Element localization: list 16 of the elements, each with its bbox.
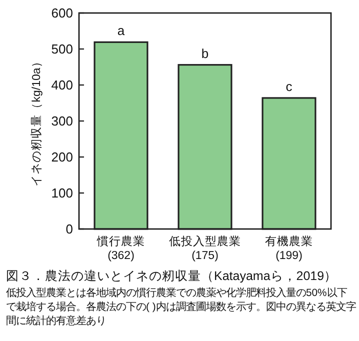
y-tick-label: 0	[66, 222, 73, 236]
x-tick-label: 慣行農業 (362)	[96, 235, 145, 262]
annotation: a	[117, 23, 126, 38]
y-tick-label: 400	[51, 78, 73, 92]
y-tick-label: 100	[51, 186, 73, 200]
y-tick-label: 200	[51, 150, 73, 164]
x-tick-label: 低投入型農業 (175)	[169, 234, 241, 262]
text: 図３．農法の違いとイネの籾収量（Katayamaら，2019）	[6, 268, 338, 285]
y-tick-label: 600	[51, 6, 73, 20]
text: 低投入型農業とは各地域内の慣行農業での農薬や化学肥料投入量の50%以下で栽培する場合。各農法の下の( )内は調査圃場数を示す。図中の異なる英文字間に統計的有意差あり	[6, 287, 356, 329]
y-tick-label: 500	[51, 42, 73, 56]
y-axis-title: イネの籾収量（kg/10a）	[30, 56, 43, 186]
annotation: c	[286, 78, 293, 94]
annotation: b	[201, 46, 209, 61]
y-tick-label: 300	[51, 114, 73, 128]
x-tick-label: 有機農業 (199)	[265, 235, 313, 262]
